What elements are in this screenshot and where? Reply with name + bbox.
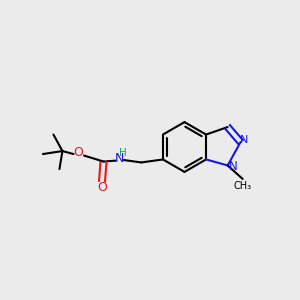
Text: H: H [119,148,127,158]
Text: N: N [240,135,249,145]
Text: O: O [73,146,83,159]
Text: CH₃: CH₃ [234,182,252,191]
Text: N: N [115,152,124,165]
Text: O: O [97,181,107,194]
Text: N: N [229,160,238,173]
